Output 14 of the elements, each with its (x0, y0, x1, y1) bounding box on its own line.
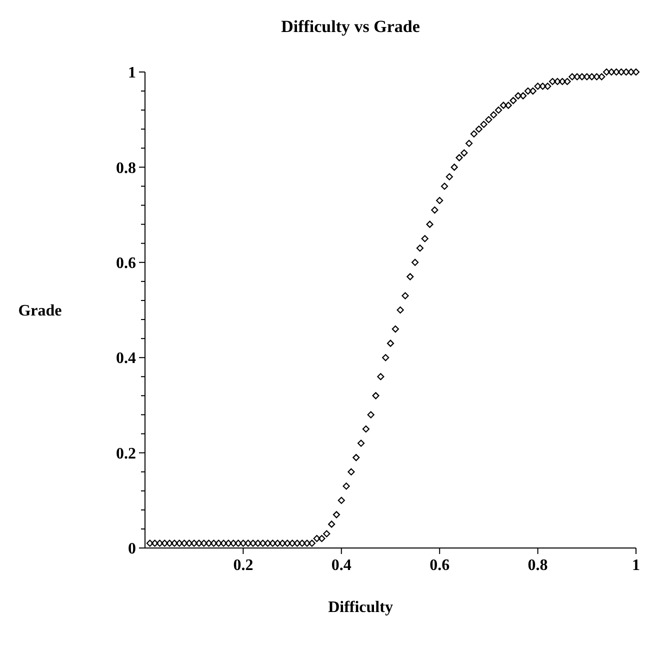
y-axis-title: Grade (18, 302, 62, 320)
x-tick-label: 0.8 (528, 557, 548, 574)
chart-title: Difficulty vs Grade (281, 17, 420, 36)
y-tick-label: 0 (128, 540, 136, 558)
y-tick-label: 0.2 (116, 445, 136, 462)
x-tick-label: 0.4 (331, 557, 352, 574)
x-tick-label: 0.6 (430, 557, 450, 574)
x-axis-title: Difficulty (328, 599, 393, 616)
y-tick-label: 0.6 (116, 255, 136, 272)
y-tick-label: 1 (128, 64, 136, 82)
y-tick-label: 0.4 (116, 350, 136, 368)
y-tick-label: 0.8 (116, 160, 136, 177)
x-tick-label: 1 (632, 557, 640, 574)
x-tick-label: 0.2 (233, 557, 254, 574)
